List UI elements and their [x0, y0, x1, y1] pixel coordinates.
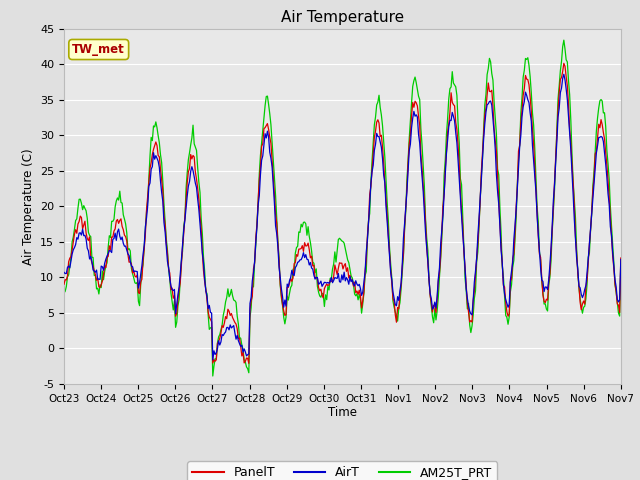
AirT [470, 279, 478, 285]
AirT [617, 257, 625, 263]
AM25T_PRT [399, 253, 407, 259]
AM25T_PRT [234, 321, 242, 327]
X-axis label: Time: Time [328, 407, 357, 420]
AM25T_PRT [373, 102, 381, 108]
AM25T_PRT [60, 290, 68, 296]
PanelT [234, 326, 241, 332]
AM25T_PRT [617, 262, 625, 267]
AirT [296, 257, 304, 263]
Line: AM25T_PRT: AM25T_PRT [64, 40, 621, 376]
AM25T_PRT [568, 151, 576, 157]
AirT [568, 169, 576, 175]
PanelT [245, 360, 253, 366]
PanelT [60, 281, 68, 287]
AirT [373, 131, 381, 136]
AirT [560, 72, 568, 77]
PanelT [399, 251, 407, 256]
Legend: PanelT, AirT, AM25T_PRT: PanelT, AirT, AM25T_PRT [188, 461, 497, 480]
PanelT [617, 255, 625, 261]
Line: AirT: AirT [64, 74, 621, 360]
Text: TW_met: TW_met [72, 43, 125, 56]
PanelT [373, 119, 381, 125]
AirT [399, 235, 407, 241]
Line: PanelT: PanelT [64, 63, 621, 363]
PanelT [560, 60, 568, 66]
AM25T_PRT [470, 296, 478, 301]
Y-axis label: Air Temperature (C): Air Temperature (C) [22, 148, 35, 264]
AirT [234, 338, 242, 344]
PanelT [568, 161, 576, 167]
AM25T_PRT [209, 373, 216, 379]
AirT [209, 357, 216, 363]
AM25T_PRT [560, 37, 568, 43]
Title: Air Temperature: Air Temperature [281, 10, 404, 25]
PanelT [470, 288, 478, 294]
AirT [60, 269, 68, 275]
PanelT [296, 246, 304, 252]
AM25T_PRT [296, 229, 304, 235]
